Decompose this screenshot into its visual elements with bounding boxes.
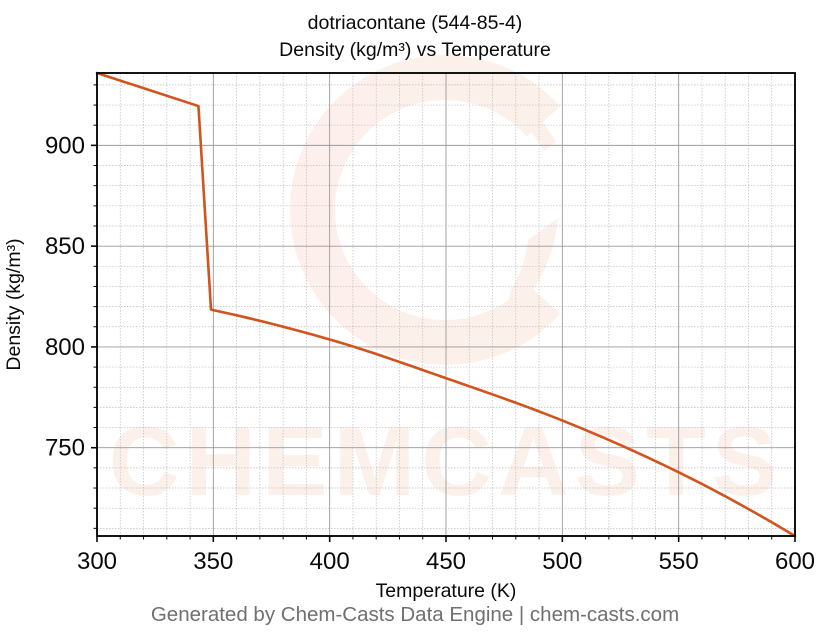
svg-text:800: 800 bbox=[45, 334, 85, 361]
svg-text:550: 550 bbox=[659, 548, 699, 575]
svg-text:300: 300 bbox=[77, 548, 117, 575]
svg-text:350: 350 bbox=[193, 548, 233, 575]
svg-text:850: 850 bbox=[45, 233, 85, 260]
svg-text:Density (kg/m³): Density (kg/m³) bbox=[3, 238, 25, 370]
svg-text:Temperature (K): Temperature (K) bbox=[376, 580, 517, 602]
svg-text:450: 450 bbox=[426, 548, 466, 575]
svg-text:400: 400 bbox=[310, 548, 350, 575]
svg-text:500: 500 bbox=[542, 548, 582, 575]
svg-text:750: 750 bbox=[45, 435, 85, 462]
svg-text:600: 600 bbox=[775, 548, 815, 575]
svg-text:900: 900 bbox=[45, 132, 85, 159]
